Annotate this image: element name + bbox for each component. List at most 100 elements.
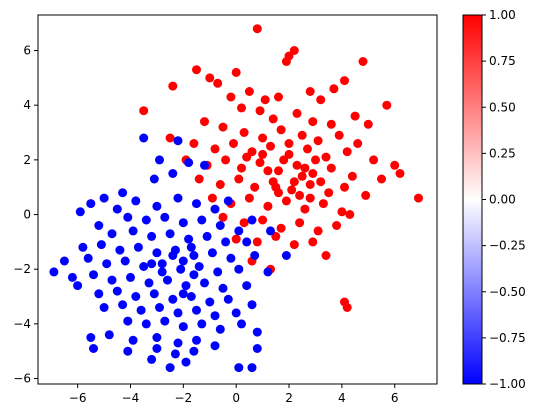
scatter-point bbox=[136, 305, 146, 315]
colorbar-tick-label: −0.50 bbox=[489, 285, 526, 299]
scatter-point bbox=[147, 259, 157, 269]
scatter-point bbox=[186, 242, 196, 252]
scatter-point bbox=[112, 286, 122, 296]
scatter-point bbox=[96, 240, 106, 250]
scatter-point bbox=[237, 163, 246, 173]
scatter-point bbox=[86, 199, 96, 209]
scatter-point bbox=[200, 278, 209, 288]
scatter-point bbox=[326, 119, 336, 129]
scatter-point bbox=[168, 169, 178, 178]
scatter-point bbox=[178, 218, 188, 228]
scatter-point bbox=[247, 300, 257, 310]
scatter-point bbox=[141, 319, 151, 329]
scatter-point bbox=[189, 270, 199, 280]
scatter-point bbox=[292, 160, 302, 170]
scatter-point bbox=[250, 182, 260, 192]
scatter-point bbox=[247, 363, 257, 373]
scatter-point bbox=[252, 24, 262, 34]
scatter-point bbox=[382, 100, 392, 110]
scatter-point bbox=[250, 251, 260, 260]
scatter-point bbox=[252, 344, 262, 353]
scatter-point bbox=[358, 57, 368, 66]
scatter-point bbox=[361, 190, 371, 200]
y-tick-label: 6 bbox=[23, 44, 31, 58]
scatter-point bbox=[194, 174, 204, 184]
scatter-point bbox=[221, 155, 231, 165]
plot-area-frame bbox=[37, 14, 438, 385]
scatter-point bbox=[152, 344, 162, 353]
scatter-point bbox=[300, 204, 310, 214]
scatter-point bbox=[168, 81, 178, 91]
scatter-point bbox=[170, 349, 180, 359]
x-axis: −6 −4 −2 0 2 4 6 bbox=[69, 384, 399, 405]
scatter-point bbox=[207, 248, 217, 258]
scatter-point bbox=[160, 212, 170, 222]
x-tick-label: 0 bbox=[232, 391, 240, 405]
scatter-point bbox=[223, 196, 233, 206]
scatter-point bbox=[252, 237, 262, 247]
scatter-point bbox=[210, 311, 220, 321]
scatter-point bbox=[133, 242, 143, 252]
scatter-point bbox=[197, 319, 207, 329]
scatter-point bbox=[329, 84, 339, 94]
scatter-point bbox=[231, 67, 241, 77]
scatter-point bbox=[340, 182, 349, 192]
scatter-point bbox=[118, 188, 128, 198]
scatter-point bbox=[247, 215, 257, 225]
scatter-point bbox=[300, 163, 310, 173]
scatter-point bbox=[210, 144, 220, 154]
scatter-point bbox=[157, 259, 167, 269]
scatter-point bbox=[234, 226, 244, 236]
y-tick-label: −6 bbox=[13, 372, 31, 386]
scatter-point bbox=[157, 267, 167, 277]
scatter-point bbox=[141, 215, 151, 225]
scatter-point bbox=[165, 133, 175, 143]
scatter-point bbox=[342, 303, 352, 312]
scatter-point bbox=[281, 251, 291, 260]
scatter-point bbox=[192, 65, 201, 75]
scatter-point bbox=[295, 190, 305, 200]
scatter-point bbox=[223, 294, 233, 304]
scatter-point bbox=[192, 305, 201, 315]
scatter-point bbox=[202, 231, 212, 241]
scatter-point bbox=[377, 174, 386, 184]
scatter-point bbox=[75, 207, 85, 217]
scatter-point bbox=[218, 212, 228, 222]
scatter-point bbox=[184, 158, 194, 168]
scatter-point bbox=[234, 363, 244, 373]
scatter-point bbox=[213, 267, 223, 277]
y-axis: −6 −4 −2 0 2 4 6 bbox=[13, 44, 38, 386]
scatter-point bbox=[149, 174, 159, 184]
x-tick-label: −6 bbox=[69, 391, 87, 405]
scatter-point bbox=[139, 262, 149, 271]
scatter-point bbox=[215, 180, 225, 189]
scatter-point bbox=[192, 335, 201, 345]
scatter-point bbox=[234, 174, 244, 184]
scatter-point bbox=[165, 363, 175, 373]
scatter-point bbox=[414, 193, 423, 203]
scatter-point bbox=[94, 289, 104, 299]
scatter-point bbox=[242, 281, 252, 291]
scatter-point bbox=[297, 171, 307, 181]
scatter-point bbox=[139, 133, 149, 143]
scatter-point bbox=[229, 139, 238, 148]
scatter-point bbox=[139, 106, 149, 116]
scatter-point bbox=[255, 106, 265, 116]
scatter-point bbox=[83, 253, 93, 263]
scatter-point bbox=[73, 281, 83, 291]
y-tick-label: −4 bbox=[13, 317, 31, 331]
scatter-point bbox=[192, 199, 201, 209]
scatter-point bbox=[326, 163, 336, 173]
scatter-point bbox=[118, 300, 128, 310]
y-tick-label: 2 bbox=[23, 153, 31, 167]
scatter-point bbox=[152, 248, 162, 258]
scatter-point bbox=[168, 294, 178, 304]
scatter-point bbox=[308, 117, 318, 127]
scatter-point bbox=[369, 155, 379, 165]
colorbar-tick-label: 0.00 bbox=[489, 193, 516, 207]
scatter-point bbox=[186, 292, 196, 301]
scatter-point bbox=[155, 155, 164, 165]
scatter-point bbox=[318, 199, 328, 209]
scatter-point bbox=[363, 119, 373, 129]
colorbar-tick-label: 1.00 bbox=[489, 8, 516, 22]
